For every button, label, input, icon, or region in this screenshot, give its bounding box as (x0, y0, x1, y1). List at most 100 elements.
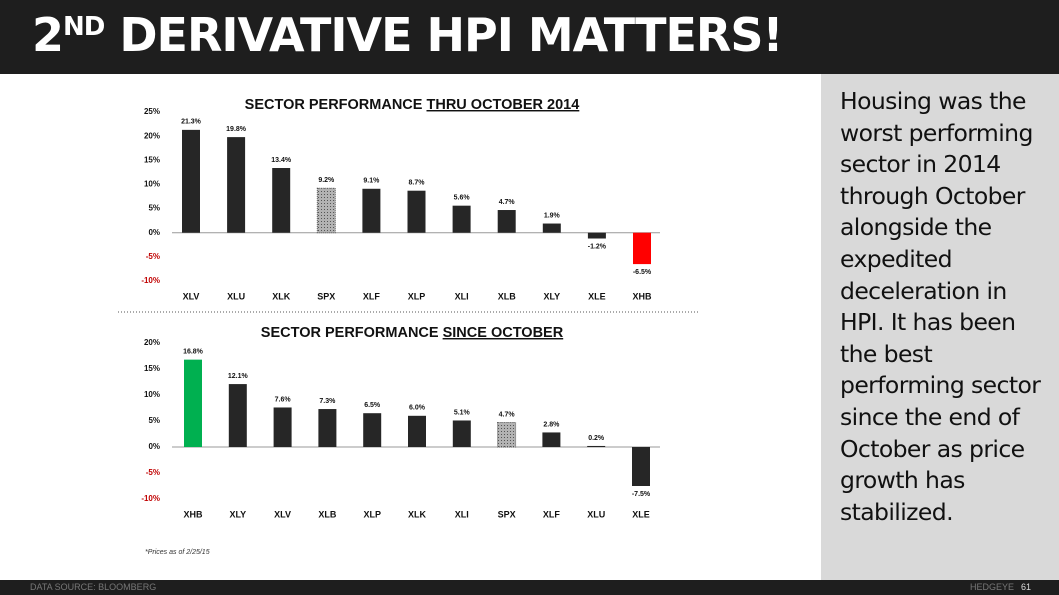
slide-title: 2ND DERIVATIVE HPI MATTERS! (32, 8, 783, 62)
y-tick-label: -5% (146, 252, 160, 261)
value-label: 8.7% (409, 180, 426, 187)
bar (408, 415, 426, 447)
x-tick-label: XLV (274, 509, 291, 519)
value-label: 1.9% (544, 212, 561, 219)
value-label: 2.8% (543, 421, 560, 428)
bar (316, 187, 336, 234)
value-label: 6.0% (409, 405, 426, 412)
chart-title-main: SECTOR PERFORMANCE (245, 97, 427, 113)
value-label: 6.5% (364, 402, 381, 409)
bar (452, 205, 471, 233)
x-tick-label: XLF (543, 509, 561, 519)
page-number: 61 (1020, 582, 1031, 592)
bar (228, 384, 247, 447)
bar (587, 445, 606, 447)
x-tick-label: XHB (632, 291, 652, 301)
sidebar: Housing was the worst performing sector … (821, 74, 1059, 580)
sidebar-text: Housing was the worst performing sector … (840, 87, 1041, 526)
value-label: 4.7% (499, 199, 516, 206)
y-tick-label: 25% (144, 107, 160, 116)
x-tick-label: XLK (408, 509, 427, 519)
bar (182, 129, 200, 233)
y-tick-label: 5% (148, 416, 160, 425)
x-tick-label: XLK (272, 291, 291, 301)
bar (227, 137, 246, 233)
title-superscript: ND (63, 12, 105, 42)
x-tick-label: XLY (543, 291, 560, 301)
x-tick-label: XLU (227, 291, 245, 301)
x-tick-label: XLV (183, 291, 200, 301)
footnote: *Prices as of 2/25/15 (145, 549, 210, 556)
y-tick-label: 15% (144, 155, 160, 164)
bar (273, 407, 292, 447)
value-label: 7.6% (275, 396, 292, 403)
bar (587, 232, 606, 239)
data-source: DATA SOURCE: BLOOMBERG (30, 582, 157, 592)
x-tick-label: XLB (318, 509, 337, 519)
x-tick-label: XLF (363, 291, 381, 301)
value-label: 4.7% (499, 411, 516, 418)
bar (633, 232, 651, 265)
value-label: 5.1% (454, 409, 471, 416)
bar (407, 190, 426, 233)
y-tick-label: 10% (144, 390, 160, 399)
y-tick-label: 5% (148, 204, 160, 213)
chart-title: SECTOR PERFORMANCE SINCE OCTOBER (261, 325, 564, 341)
x-tick-label: SPX (498, 509, 516, 519)
x-tick-label: XLP (363, 509, 381, 519)
value-label: 21.3% (181, 119, 202, 126)
x-tick-label: XHB (183, 509, 203, 519)
title-rest: DERIVATIVE HPI MATTERS! (104, 8, 783, 62)
x-tick-label: XLU (587, 509, 605, 519)
value-label: 9.2% (318, 177, 335, 184)
x-tick-label: XLB (498, 291, 517, 301)
y-tick-label: -10% (141, 494, 160, 503)
bar (452, 420, 471, 447)
chart-title: SECTOR PERFORMANCE THRU OCTOBER 2014 (245, 97, 580, 113)
chart-title-underlined: SINCE OCTOBER (443, 325, 564, 341)
value-label: 12.1% (228, 373, 249, 380)
value-label: 0.2% (588, 435, 605, 442)
x-tick-label: SPX (317, 291, 335, 301)
x-tick-label: XLP (408, 291, 426, 301)
x-tick-label: XLE (588, 291, 606, 301)
value-label: -7.5% (632, 491, 651, 498)
value-label: 13.4% (271, 157, 292, 164)
charts: *Prices as of 2/25/15 SECTOR PERFORMANCE… (118, 97, 700, 556)
header-bar: 2ND DERIVATIVE HPI MATTERS! (0, 0, 1059, 74)
bar (497, 422, 517, 448)
bar (363, 413, 382, 447)
bar (272, 168, 291, 233)
y-tick-label: 10% (144, 180, 160, 189)
bar (497, 210, 516, 233)
y-tick-label: 0% (148, 228, 160, 237)
value-label: -1.2% (588, 243, 607, 250)
title-number: 2 (32, 8, 64, 62)
x-tick-label: XLI (455, 291, 469, 301)
bar (318, 409, 337, 447)
value-label: 5.6% (454, 195, 471, 202)
value-label: 19.8% (226, 126, 247, 133)
x-tick-label: XLE (632, 509, 650, 519)
value-label: 16.8% (183, 348, 204, 355)
y-tick-label: -10% (141, 276, 160, 285)
x-tick-label: XLY (229, 509, 246, 519)
value-label: 9.1% (363, 178, 380, 185)
bar (362, 188, 381, 233)
y-tick-label: -5% (146, 468, 160, 477)
brand: HEDGEYE (969, 582, 1014, 592)
value-label: 7.3% (319, 398, 336, 405)
chart-title-underlined: THRU OCTOBER 2014 (426, 97, 579, 113)
value-label: -6.5% (633, 269, 652, 276)
bar (632, 447, 650, 486)
x-tick-label: XLI (455, 509, 469, 519)
y-tick-label: 0% (148, 442, 160, 451)
y-tick-label: 20% (144, 338, 160, 347)
y-tick-label: 15% (144, 364, 160, 373)
bar (542, 223, 561, 233)
y-tick-label: 20% (144, 131, 160, 140)
bar (184, 359, 202, 447)
footer-bar: DATA SOURCE: BLOOMBERG HEDGEYE 61 (0, 580, 1059, 595)
chart-title-main: SECTOR PERFORMANCE (261, 325, 443, 341)
